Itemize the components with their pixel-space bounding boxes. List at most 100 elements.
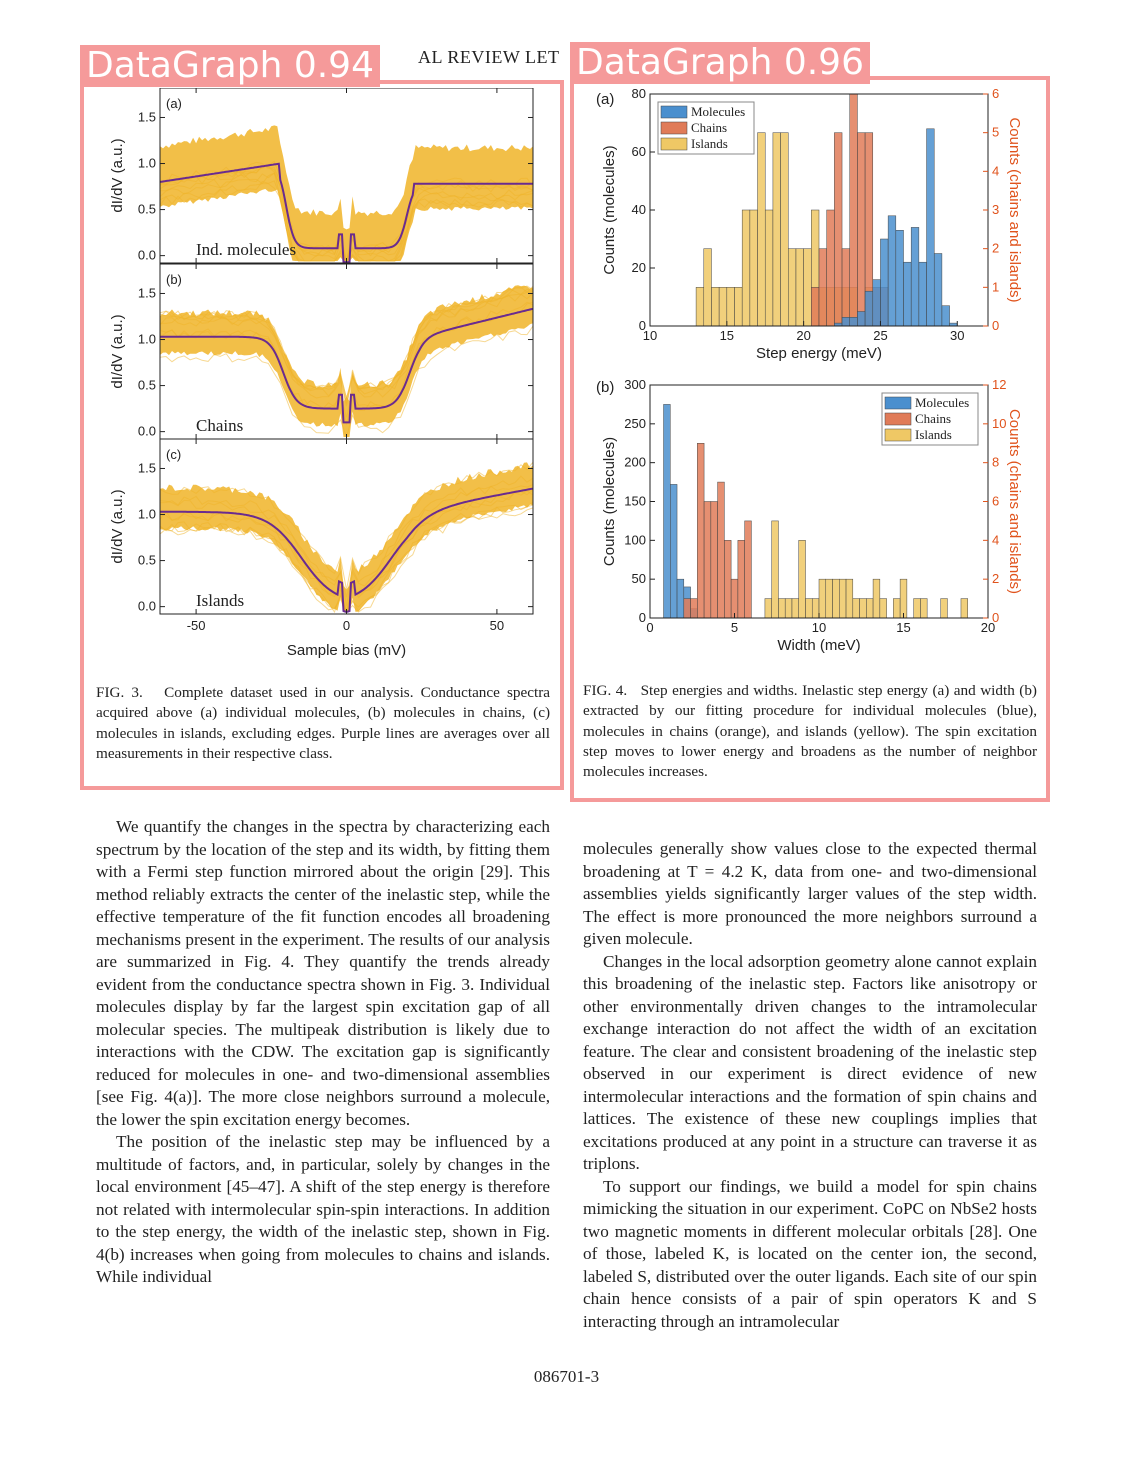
legend-entry: Chains [691,120,727,135]
spectrum-trace [159,461,534,590]
body-left-column: We quantify the changes in the spectra b… [96,816,550,1289]
panel-label: Chains [196,416,243,435]
y2tick-label: 12 [992,377,1006,392]
xtick-label: 30 [950,328,964,343]
ytick-label: 0.5 [138,553,156,568]
ytick-label: 0.5 [138,202,156,217]
xtick-label: 15 [720,328,734,343]
x-axis-label: Step energy (meV) [756,345,882,362]
ytick-label: 80 [632,86,646,101]
y-axis-label-right: Counts (chains and islands) [1006,409,1023,594]
figure-3: 0.0 0.5 1.0 1.5 (a) Ind. molecules dI/dV (a.u.… [109,88,534,659]
ytick-label: 1.5 [138,285,156,300]
fig3-caption: FIG. 3. Complete dataset used in our ana… [96,683,550,764]
panel-tag: (a) [166,96,182,111]
panel-label: Ind. molecules [196,240,296,259]
ytick-label: 300 [624,377,646,392]
paragraph: We quantify the changes in the spectra b… [96,817,550,1129]
ytick-label: 250 [624,416,646,431]
fig3-panel-molecules: 0.0 0.5 1.0 1.5 (a) Ind. molecules dI/dV (a.u.… [109,88,534,264]
paragraph: Changes in the local adsorption geometry… [583,951,1037,1174]
ytick-label: 1.0 [138,332,156,347]
legend-entry: Molecules [691,104,745,119]
detection-box-1 [80,80,564,790]
ytick-label: 200 [624,455,646,470]
ytick-label: 1.5 [138,460,156,475]
y2tick-label: 10 [992,416,1006,431]
y2tick-label: 4 [992,532,999,547]
ytick-label: 0.0 [138,599,156,614]
panel-tag: (c) [166,447,181,462]
legend-swatch [660,105,688,119]
y2tick-label: 3 [992,202,999,217]
y-axis-label: dI/dV (a.u.) [109,489,126,563]
legend-swatch [660,137,688,151]
xtick-label: 20 [796,328,810,343]
ytick-label: 100 [624,532,646,547]
fig3-panel-chains: 0.0 0.5 1.0 1.5 (b) Chains dI/dV (a.u.) [109,263,534,440]
panel-tag: (a) [596,91,614,108]
ytick-label: 0.5 [138,378,156,393]
panel-tag: (b) [166,272,182,287]
ytick-label: 50 [632,571,646,586]
y2tick-label: 0 [992,610,999,625]
y-axis-label: dI/dV (a.u.) [109,138,126,212]
y2tick-label: 6 [992,86,999,101]
xtick-label: 15 [896,620,910,635]
y2tick-label: 0 [992,318,999,333]
ytick-label: 20 [632,260,646,275]
spectra-band [160,125,533,262]
y2tick-label: 6 [992,494,999,509]
ytick-label: 150 [624,494,646,509]
x-axis-label: Width (meV) [777,637,860,654]
paragraph: To support our findings, we build a mode… [583,1176,1037,1331]
spectrum-trace [159,292,534,407]
xtick-label: -50 [187,618,206,633]
fig4-caption-text: Step energies and widths. Inelastic step… [583,682,1037,781]
spectra-band [160,462,533,612]
detection-box-2 [570,76,1050,802]
fig4-caption-number: FIG. 4. [583,682,628,699]
y-axis-label-right: Counts (chains and islands) [1006,117,1023,302]
legend-swatch [884,396,912,410]
legend-entry: Islands [915,427,952,442]
detection-label-2: DataGraph 0.96 [570,42,870,84]
y2tick-label: 5 [992,125,999,140]
paragraph: The position of the inelastic step may b… [96,1132,550,1286]
y2tick-label: 2 [992,241,999,256]
fig3-caption-text: Complete dataset used in our analysis. C… [96,684,550,762]
ytick-label: 0 [639,610,646,625]
ytick-label: 1.0 [138,156,156,171]
legend-swatch [884,412,912,426]
ytick-label: 1.5 [138,109,156,124]
y2tick-label: 2 [992,571,999,586]
fig4-panel-a: 0 20 40 60 80 0 1 2 3 4 5 6 10 15 20 25 30 Step energy (m… [596,86,1023,362]
y-axis-label-left: Counts (molecules) [601,145,618,274]
ytick-label: 1.0 [138,507,156,522]
y-axis-label: dI/dV (a.u.) [109,314,126,388]
y2tick-label: 4 [992,163,999,178]
fig3-panel-islands: 0.0 0.5 1.0 1.5 (c) Islands dI/dV (a.u.) [109,438,534,615]
ytick-label: 0 [639,318,646,333]
xtick-label: 5 [731,620,738,635]
spectrum-trace [159,301,534,418]
spectra-band [160,285,533,437]
xtick-label: 25 [873,328,887,343]
journal-header: AL REVIEW LET [418,47,560,67]
average-line [160,307,534,424]
ytick-label: 0.0 [138,248,156,263]
xtick-label: 0 [343,618,350,633]
page-number: 086701-3 [533,1367,600,1386]
panel-label: Islands [196,591,244,610]
xtick-label: 0 [646,620,653,635]
spectrum-trace [159,484,534,606]
fig4-caption: FIG. 4. Step energies and widths. Inelas… [583,681,1037,782]
ytick-label: 0.0 [138,424,156,439]
fig3-caption-number: FIG. 3. [96,684,143,701]
xtick-label: 10 [812,620,826,635]
xtick-label: 50 [490,618,504,633]
ytick-label: 60 [632,144,646,159]
ytick-label: 40 [632,202,646,217]
detection-label-1: DataGraph 0.94 [80,45,380,87]
